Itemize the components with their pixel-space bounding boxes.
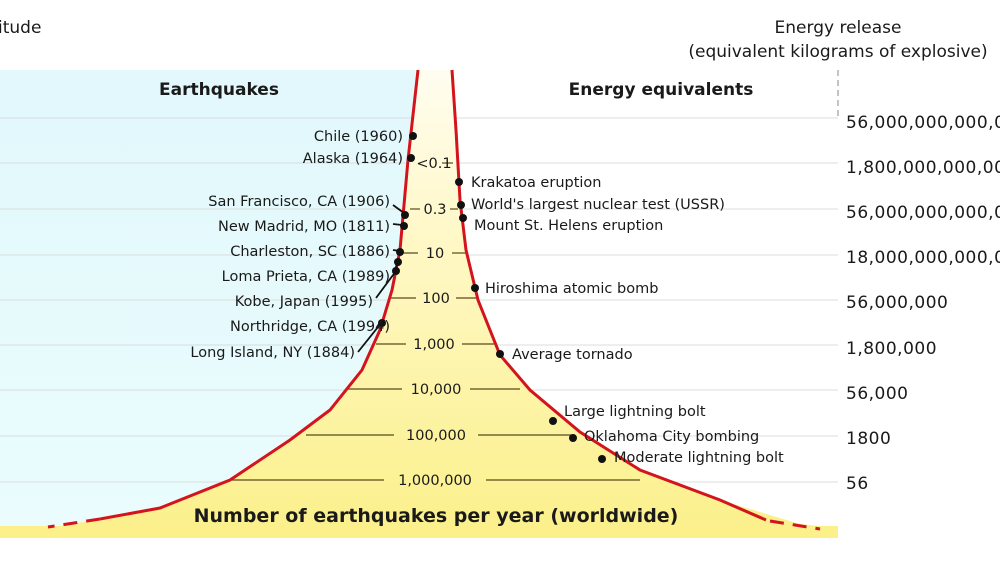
energy-tick-0: 56,000,000,000,000 (846, 113, 1000, 133)
dot-krakatoa (455, 178, 463, 186)
right-curve-dashed (769, 519, 821, 531)
label-northridge: Northridge, CA (1994) (230, 319, 390, 335)
dot-northridge (378, 319, 386, 327)
energy-tick-6: 56,000 (846, 384, 908, 404)
label-new-madrid: New Madrid, MO (1811) (218, 219, 390, 235)
dot-hiroshima (471, 284, 479, 292)
label-charleston: Charleston, SC (1886) (230, 244, 390, 260)
label-nuclear-test: World's largest nuclear test (USSR) (471, 197, 725, 213)
right-axis-title-line2: (equivalent kilograms of explosive) (688, 42, 987, 62)
label-san-francisco: San Francisco, CA (1906) (208, 194, 390, 210)
dot-san-francisco (401, 211, 409, 219)
dot-tornado (496, 350, 504, 358)
label-kobe: Kobe, Japan (1995) (235, 294, 373, 310)
label-hiroshima: Hiroshima atomic bomb (485, 281, 658, 297)
dot-nuclear-test (457, 201, 465, 209)
label-large-lightning: Large lightning bolt (564, 404, 706, 420)
dot-new-madrid (400, 222, 408, 230)
freq-100: 100 (422, 291, 450, 307)
freq-10: 10 (426, 246, 444, 262)
dot-st-helens (459, 214, 467, 222)
left-curve-dashed (47, 517, 101, 529)
right-axis-title-line1: Energy release (775, 18, 902, 38)
earthquakes-title: Earthquakes (159, 80, 279, 100)
freq-1000000: 1,000,000 (398, 473, 472, 489)
energy-tick-5: 1,800,000 (846, 339, 937, 359)
dot-chile (409, 132, 417, 140)
freq-100000: 100,000 (406, 428, 466, 444)
dot-oklahoma (569, 434, 577, 442)
bottom-band (0, 526, 838, 538)
earthquake-labels: Chile (1960) Alaska (1964) San Francisco… (190, 129, 403, 361)
freq-0-3: 0.3 (423, 202, 446, 218)
label-long-island: Long Island, NY (1884) (190, 345, 355, 361)
energy-axis-labels: 56,000,000,000,000 1,800,000,000,000 56,… (846, 113, 1000, 494)
left-axis-label: itude (0, 18, 41, 38)
dot-moderate-lightning (598, 455, 606, 463)
equivalent-labels: Krakatoa eruption World's largest nuclea… (471, 175, 784, 466)
energy-equivalents-title: Energy equivalents (569, 80, 754, 100)
energy-tick-4: 56,000,000 (846, 293, 948, 313)
label-tornado: Average tornado (512, 347, 633, 363)
energy-tick-2: 56,000,000,000,000 (846, 203, 1000, 223)
label-oklahoma: Oklahoma City bombing (584, 429, 759, 445)
label-chile: Chile (1960) (314, 129, 403, 145)
label-krakatoa: Krakatoa eruption (471, 175, 602, 191)
label-st-helens: Mount St. Helens eruption (474, 218, 663, 234)
dot-kobe (392, 267, 400, 275)
dot-large-lightning (549, 417, 557, 425)
frequency-tick-lines (232, 162, 640, 481)
dot-loma-prieta (394, 258, 402, 266)
freq-lt-0-1: <0.1 (416, 156, 451, 172)
data-dots (378, 132, 606, 463)
left-curve (99, 69, 420, 521)
frequency-axis-title: Number of earthquakes per year (worldwid… (194, 505, 679, 527)
label-moderate-lightning: Moderate lightning bolt (614, 450, 784, 466)
label-loma-prieta: Loma Prieta, CA (1989) (222, 269, 390, 285)
energy-tick-8: 56 (846, 474, 869, 494)
freq-10000: 10,000 (411, 382, 462, 398)
frequency-tick-labels: <0.1 0.3 10 100 1,000 10,000 100,000 1,0… (398, 156, 472, 489)
energy-tick-1: 1,800,000,000,000 (846, 158, 1000, 178)
freq-1000: 1,000 (413, 337, 455, 353)
dot-charleston (396, 248, 404, 256)
energy-tick-7: 1800 (846, 429, 891, 449)
funnel-fill (0, 70, 838, 538)
energy-tick-3: 18,000,000,000,000 (846, 248, 1000, 268)
label-alaska: Alaska (1964) (303, 151, 403, 167)
dot-alaska (407, 154, 415, 162)
